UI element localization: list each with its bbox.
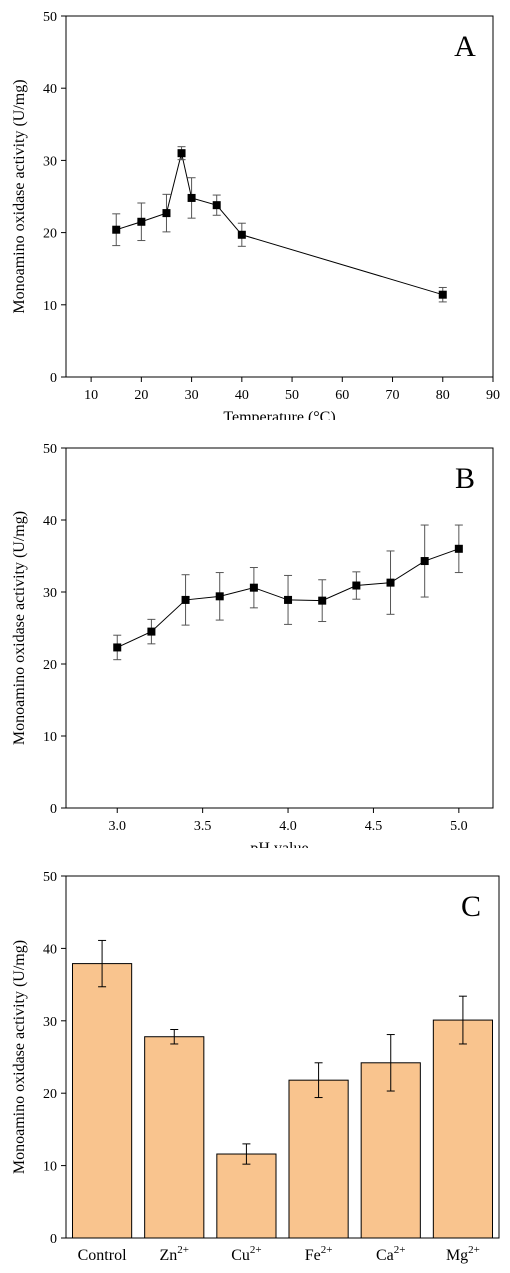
- y-tick-label: 50: [43, 10, 57, 25]
- y-tick-label: 20: [43, 227, 57, 242]
- category-base: Cu: [231, 1247, 250, 1264]
- x-tick-label: 80: [436, 388, 450, 403]
- y-tick-label: 20: [43, 1087, 57, 1102]
- y-tick-label: 40: [43, 82, 57, 97]
- data-point: [237, 230, 246, 239]
- data-point: [112, 225, 121, 234]
- data-point: [162, 209, 171, 218]
- x-tick-label: 90: [486, 388, 500, 403]
- data-point: [438, 290, 447, 299]
- data-point: [454, 544, 463, 553]
- x-tick-label: 70: [386, 388, 400, 403]
- x-tick-label: 60: [335, 388, 349, 403]
- x-axis-title: Temperature (°C): [223, 409, 335, 420]
- data-point: [420, 557, 429, 566]
- data-point: [215, 592, 224, 601]
- x-tick-label: 3.5: [194, 819, 212, 834]
- panel-label: B: [455, 462, 475, 495]
- data-point: [137, 217, 146, 226]
- x-tick-label: 50: [285, 388, 299, 403]
- y-tick-label: 30: [43, 586, 57, 601]
- category-base: Fe: [305, 1247, 321, 1264]
- bar: [144, 1036, 205, 1239]
- x-axis-title: pH value: [250, 840, 308, 848]
- data-point: [386, 578, 395, 587]
- x-tick-label: 30: [185, 388, 199, 403]
- y-tick-label: 30: [43, 1015, 57, 1030]
- category-base: Mg: [446, 1247, 468, 1264]
- panel-b-ph-chart: 0 10 20 30 40 50 Monoamino oxidase activity (U…: [0, 428, 510, 857]
- x-tick-label: 3.0: [108, 819, 126, 834]
- category-superscript: 2+: [177, 1244, 189, 1256]
- x-tick-label: 10: [84, 388, 98, 403]
- plot-frame: [65, 875, 500, 1239]
- y-tick-label: 0: [50, 1232, 57, 1247]
- y-tick-label: 30: [43, 154, 57, 169]
- bar: [360, 1062, 421, 1239]
- x-category-label: Ca2+: [376, 1244, 406, 1264]
- y-tick-label: 40: [43, 514, 57, 529]
- y-axis-title: Monoamino oxidase activity (U/mg): [11, 940, 28, 1174]
- category-superscript: 2+: [321, 1244, 333, 1256]
- data-point: [249, 583, 258, 592]
- data-point: [147, 627, 156, 636]
- data-point: [284, 595, 293, 604]
- y-tick-label: 10: [43, 299, 57, 314]
- panel-label: C: [461, 890, 481, 923]
- category-base: Control: [78, 1247, 127, 1264]
- bar: [288, 1079, 349, 1239]
- data-point: [318, 596, 327, 605]
- data-point: [352, 581, 361, 590]
- y-tick-label: 10: [43, 730, 57, 745]
- x-category-label: Zn2+: [160, 1244, 190, 1264]
- data-point: [187, 193, 196, 202]
- panel-a-temperature-chart: 0 10 20 30 40 50 Monoamino oxidase activity (U…: [0, 0, 510, 426]
- x-tick-label: 40: [235, 388, 249, 403]
- plot-frame: [65, 15, 494, 378]
- x-tick-label: 4.5: [365, 819, 383, 834]
- y-tick-label: 10: [43, 1160, 57, 1175]
- panel-label: A: [454, 30, 476, 63]
- y-tick-label: 0: [50, 802, 57, 817]
- x-category-label: Cu2+: [231, 1244, 261, 1264]
- panel-c-metal-ion-chart: 0 10 20 30 40 50 Monoamino oxidase activity (U…: [0, 856, 510, 1268]
- y-tick-label: 20: [43, 658, 57, 673]
- x-category-label: Mg2+: [446, 1244, 480, 1264]
- bar: [71, 963, 133, 1239]
- data-point: [177, 149, 186, 158]
- category-base: Zn: [160, 1247, 178, 1264]
- chart-b-svg: 0 10 20 30 40 50 Monoamino oxidase activity (U…: [11, 442, 494, 857]
- x-tick-label: 5.0: [450, 819, 468, 834]
- y-axis-title: Monoamino oxidase activity (U/mg): [11, 79, 28, 313]
- data-point: [113, 643, 122, 652]
- y-tick-label: 50: [43, 870, 57, 885]
- x-tick-label: 20: [134, 388, 148, 403]
- bar: [216, 1153, 277, 1239]
- data-point: [181, 595, 190, 604]
- data-point: [212, 201, 221, 210]
- category-base: Ca: [376, 1247, 394, 1264]
- category-superscript: 2+: [468, 1244, 480, 1256]
- chart-a-svg: 0 10 20 30 40 50 Monoamino oxidase activity (U…: [11, 10, 500, 426]
- chart-c-svg: 0 10 20 30 40 50 Monoamino oxidase activity (U…: [11, 870, 500, 1264]
- category-superscript: 2+: [394, 1244, 406, 1256]
- x-category-label: Control: [78, 1247, 127, 1264]
- series-line: [116, 153, 443, 296]
- bar: [432, 1019, 494, 1239]
- y-tick-label: 50: [43, 442, 57, 457]
- category-superscript: 2+: [250, 1244, 262, 1256]
- y-tick-label: 0: [50, 371, 57, 386]
- x-category-label: Fe2+: [305, 1244, 333, 1264]
- plot-frame: [65, 447, 494, 809]
- y-tick-label: 40: [43, 942, 57, 957]
- y-axis-title: Monoamino oxidase activity (U/mg): [11, 511, 28, 745]
- x-tick-label: 4.0: [279, 819, 297, 834]
